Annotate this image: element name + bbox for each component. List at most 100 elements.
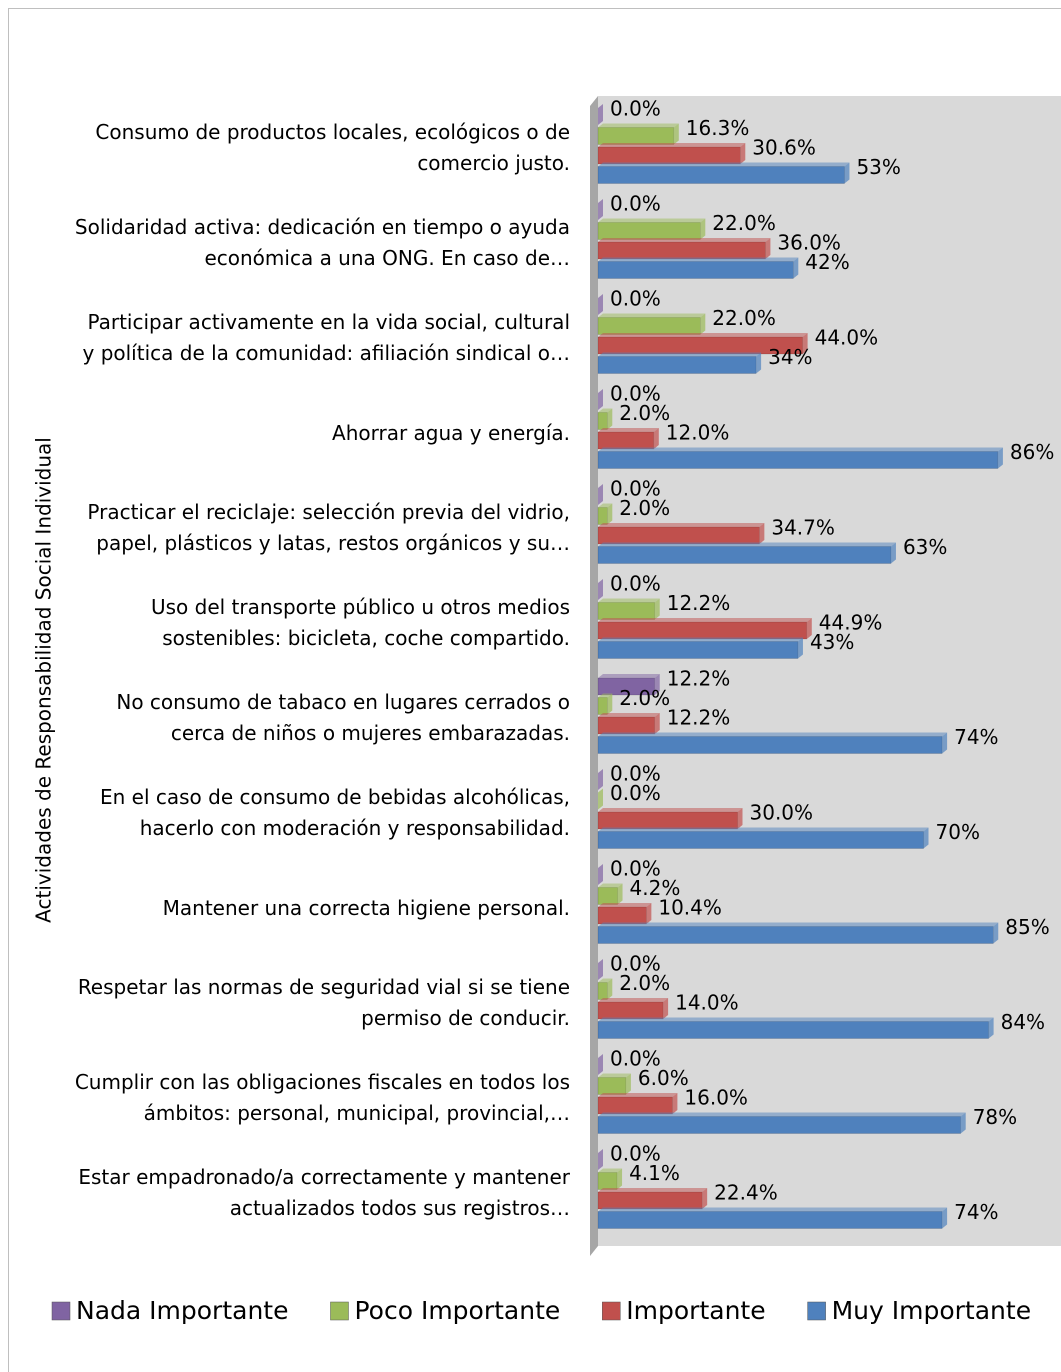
bar <box>597 736 943 754</box>
bar-side <box>737 808 743 829</box>
y-axis-title: Actividades de Responsabilidad Social In… <box>32 437 56 923</box>
legend-swatch <box>602 1301 621 1321</box>
bar <box>597 1021 989 1039</box>
legend-swatch <box>51 1301 71 1321</box>
legend-label: Nada Importante <box>76 1296 288 1325</box>
legend-label: Muy Importante <box>832 1296 1031 1325</box>
bar-top <box>598 808 743 812</box>
bar-side <box>617 883 623 905</box>
legend-label: Poco Importante <box>354 1296 560 1325</box>
category-label: Estar empadronado/a correctamente y mant… <box>78 1165 570 1220</box>
data-label: 16.3% <box>686 116 750 140</box>
bar <box>597 356 757 374</box>
bar-top <box>598 693 613 698</box>
data-label: 6.0% <box>638 1066 689 1090</box>
category-label: Practicar el reciclaje: selección previa… <box>87 500 570 555</box>
data-label: 0.0% <box>610 192 661 216</box>
bar <box>597 526 760 545</box>
bar <box>597 906 647 925</box>
bar-side <box>646 903 652 924</box>
category-label: Ahorrar agua y energía. <box>332 420 570 445</box>
bar-top <box>598 523 765 527</box>
bar <box>597 127 675 145</box>
data-label: 86% <box>1010 440 1054 464</box>
bar <box>597 641 799 659</box>
legend-swatch <box>330 1301 349 1321</box>
bar <box>597 1191 703 1210</box>
data-label: 2.0% <box>619 971 670 995</box>
bar-side <box>890 542 896 564</box>
bar-side <box>942 732 948 754</box>
bar-top <box>598 978 613 983</box>
bar-top <box>598 408 613 413</box>
bar <box>597 507 608 525</box>
bar <box>597 317 701 335</box>
bar-top <box>598 598 660 603</box>
category-label: En el caso de consumo de bebidas alcohól… <box>99 785 570 840</box>
bar-top <box>598 503 613 508</box>
bar <box>597 697 608 715</box>
data-label: 42% <box>805 250 849 274</box>
bar-side <box>625 1073 631 1095</box>
bar-side <box>765 238 771 259</box>
bar <box>597 146 741 165</box>
data-label: 0.0% <box>610 857 661 881</box>
data-label: 0.0% <box>610 477 661 501</box>
data-label: 2.0% <box>619 401 670 425</box>
bar-top <box>598 637 803 642</box>
bar <box>597 1096 673 1115</box>
bar-top <box>598 238 771 242</box>
bar-top <box>598 123 679 128</box>
bar-side <box>598 959 603 980</box>
data-label: 36.0% <box>777 231 841 255</box>
bar <box>597 1001 664 1020</box>
data-label: 16.0% <box>684 1086 748 1110</box>
bar-top <box>598 218 706 223</box>
bar-side <box>598 864 603 885</box>
category-label: Consumo de productos locales, ecológicos… <box>95 120 570 175</box>
data-label: 10.4% <box>658 896 722 920</box>
bar-side <box>598 788 603 810</box>
bar <box>597 811 738 830</box>
bar-side <box>740 143 746 164</box>
data-label: 4.2% <box>630 876 681 900</box>
bar-side <box>756 352 762 374</box>
data-label: 34% <box>768 345 812 369</box>
bar-side <box>793 257 799 279</box>
data-label: 43% <box>810 630 854 654</box>
bar <box>597 926 994 944</box>
category-label: No consumo de tabaco en lugares cerrados… <box>116 690 570 745</box>
bar-top <box>598 1112 966 1117</box>
bar <box>597 546 892 564</box>
bar <box>597 716 655 735</box>
data-label: 30.0% <box>750 801 814 825</box>
bar-top <box>598 1093 678 1097</box>
bar <box>597 982 608 1000</box>
bar-top <box>598 313 706 318</box>
data-label: 0.0% <box>610 1047 661 1071</box>
bar <box>597 1211 943 1229</box>
bar-top <box>598 428 659 432</box>
bar <box>597 602 655 620</box>
bar-side <box>598 104 603 125</box>
bar <box>597 451 999 469</box>
data-label: 22.0% <box>712 211 776 235</box>
bar <box>597 431 655 450</box>
data-label: 63% <box>903 535 947 559</box>
data-label: 0.0% <box>610 781 661 805</box>
bar-top <box>598 1207 948 1212</box>
bar-top <box>598 903 652 907</box>
category-label: Mantener una correcta higiene personal. <box>162 895 570 920</box>
bar-top <box>598 352 762 357</box>
data-label: 34.7% <box>771 516 835 540</box>
bar-side <box>844 162 850 184</box>
bar-top <box>598 162 850 167</box>
bar <box>597 222 701 240</box>
bar-top <box>598 1073 631 1078</box>
chart-border <box>8 8 1061 1372</box>
data-label: 74% <box>954 1200 998 1224</box>
bar-top <box>598 998 669 1002</box>
bar-side <box>607 978 613 1000</box>
bar <box>597 412 608 430</box>
